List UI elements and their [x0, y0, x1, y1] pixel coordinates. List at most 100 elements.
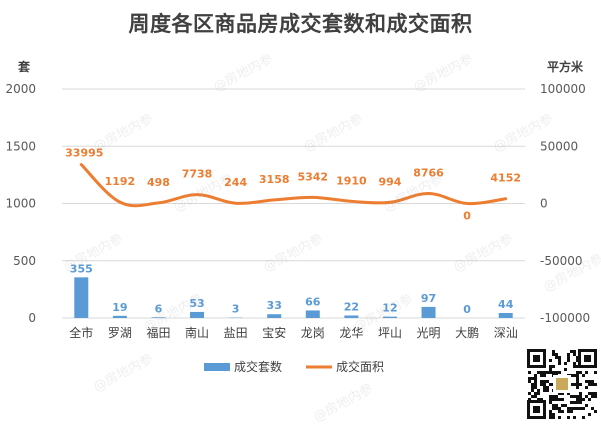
qr-module — [543, 380, 546, 383]
y-right-tick-label: -50000 — [540, 254, 583, 268]
qr-module — [549, 359, 552, 362]
bar-data-label: 355 — [70, 262, 93, 275]
qr-module — [564, 404, 567, 407]
qr-module — [558, 371, 561, 374]
bar — [422, 307, 436, 318]
qr-module — [540, 383, 543, 386]
qr-module — [558, 398, 561, 401]
qr-module — [582, 374, 585, 377]
line-data-label: 33995 — [65, 147, 103, 160]
qr-module — [546, 389, 549, 392]
bar — [113, 316, 127, 318]
line-data-label: 994 — [378, 175, 401, 188]
qr-module — [534, 395, 537, 398]
line-data-label: 3158 — [259, 173, 290, 186]
qr-module — [537, 389, 540, 392]
bar — [383, 317, 397, 318]
qr-module — [552, 353, 555, 356]
qr-module — [588, 398, 591, 401]
qr-module — [546, 371, 549, 374]
qr-module — [534, 392, 537, 395]
qr-module — [567, 359, 570, 362]
qr-module — [588, 383, 591, 386]
qr-module — [576, 383, 579, 386]
qr-module — [594, 395, 597, 398]
qr-module — [540, 371, 543, 374]
qr-module — [552, 416, 555, 419]
qr-module — [573, 395, 576, 398]
qr-module — [573, 383, 576, 386]
qr-module — [576, 398, 579, 401]
bar — [344, 315, 358, 318]
qr-module — [555, 404, 558, 407]
qr-module — [558, 410, 561, 413]
qr-module — [573, 407, 576, 410]
qr-module — [549, 365, 552, 368]
qr-module — [564, 362, 567, 365]
bar-data-label: 0 — [463, 303, 471, 316]
qr-module — [552, 407, 555, 410]
y-left-tick-label: 500 — [13, 254, 36, 268]
qr-module — [573, 401, 576, 404]
qr-module — [555, 395, 558, 398]
qr-module — [570, 410, 573, 413]
line-data-label: 498 — [147, 176, 170, 189]
qr-module — [585, 386, 588, 389]
qr-module — [531, 395, 534, 398]
qr-module — [549, 383, 552, 386]
qr-module — [576, 395, 579, 398]
qr-module — [573, 374, 576, 377]
qr-module — [558, 359, 561, 362]
qr-module — [591, 383, 594, 386]
x-tick-label: 光明 — [417, 326, 441, 340]
qr-module — [594, 410, 597, 413]
qr-module — [528, 398, 531, 401]
qr-module — [576, 365, 579, 368]
line-data-label: 1910 — [336, 174, 367, 187]
qr-module — [549, 371, 552, 374]
qr-module — [549, 395, 552, 398]
bar-data-label: 6 — [155, 302, 163, 315]
bar — [74, 277, 88, 318]
qr-module — [549, 413, 552, 416]
qr-module — [579, 392, 582, 395]
line-data-label: 7738 — [182, 168, 213, 181]
qr-module — [576, 374, 579, 377]
bar-data-label: 66 — [305, 295, 321, 308]
qr-module — [552, 404, 555, 407]
x-tick-label: 深汕 — [494, 326, 518, 340]
qr-module — [582, 407, 585, 410]
qr-module — [531, 383, 534, 386]
x-tick-label: 大鹏 — [455, 326, 479, 340]
qr-module — [543, 371, 546, 374]
x-tick-label: 坪山 — [378, 326, 402, 340]
qr-module — [573, 353, 576, 356]
y-left-axis-title: 套 — [17, 59, 31, 74]
qr-module — [534, 374, 537, 377]
x-tick-label: 龙华 — [339, 326, 363, 340]
qr-module — [534, 386, 537, 389]
qr-module — [540, 374, 543, 377]
qr-module — [585, 395, 588, 398]
qr-module — [582, 398, 585, 401]
qr-module — [552, 350, 555, 353]
qr-module — [570, 350, 573, 353]
line-data-label: 0 — [463, 210, 471, 223]
qr-module — [573, 365, 576, 368]
y-left-tick-label: 0 — [28, 311, 36, 325]
legend-label: 成交套数 — [234, 359, 282, 374]
qr-module — [531, 377, 534, 380]
qr-module — [579, 398, 582, 401]
qr-module — [543, 389, 546, 392]
qr-module — [555, 356, 558, 359]
qr-module — [528, 380, 531, 383]
bar-data-label: 53 — [189, 297, 204, 310]
qr-module — [564, 368, 567, 371]
qr-module — [555, 398, 558, 401]
line-data-label: 5342 — [297, 170, 328, 183]
legend-swatch-bar — [204, 363, 230, 371]
qr-module — [573, 416, 576, 419]
qr-module — [576, 356, 579, 359]
